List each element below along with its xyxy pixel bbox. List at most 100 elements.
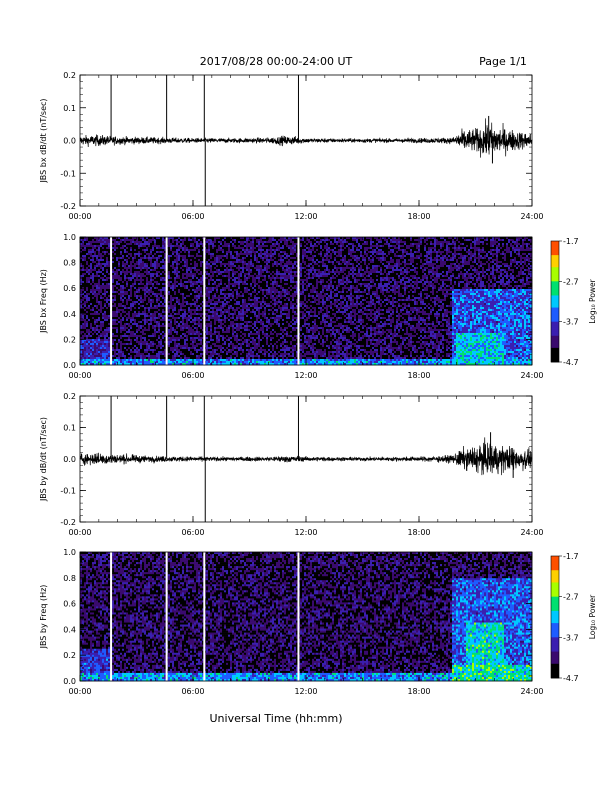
spectrogram-cell (444, 251, 446, 253)
spectrogram-cell (260, 253, 262, 255)
spectrogram-cell (342, 247, 344, 249)
spectrogram-cell (350, 241, 352, 243)
spectrogram-cell (194, 251, 196, 253)
spectrogram-cell (446, 255, 448, 257)
spectrogram-cell (160, 241, 162, 243)
spectrogram-cell (492, 251, 494, 253)
spectrogram-cell (334, 245, 336, 247)
spectrogram-cell (326, 239, 328, 241)
spectrogram-cell (402, 251, 404, 253)
spectrogram-cell (504, 251, 506, 253)
spectrogram-cell (208, 251, 210, 253)
spectrogram-cell (528, 239, 530, 241)
spectrogram-cell (408, 239, 410, 241)
spectrogram-cell (396, 245, 398, 247)
spectrogram-cell (472, 253, 474, 255)
spectrogram-cell (286, 245, 288, 247)
spectrogram-cell (142, 245, 144, 247)
spectrogram-cell (150, 245, 152, 247)
spectrogram-cell (146, 249, 148, 251)
spectrogram-cell (214, 251, 216, 253)
spectrogram-cell (322, 249, 324, 251)
spectrogram-cell (504, 247, 506, 249)
spectrogram-cell (84, 239, 86, 241)
spectrogram-cell (244, 253, 246, 255)
spectrogram-cell (254, 251, 256, 253)
spectrogram-cell (516, 241, 518, 243)
spectrogram-cell (344, 239, 346, 241)
spectrogram-cell (236, 253, 238, 255)
y-tick-label: 0.1 (63, 104, 76, 113)
spectrogram-cell (404, 251, 406, 253)
spectrogram-cell (312, 249, 314, 251)
spectrogram-cell (486, 241, 488, 243)
spectrogram-cell (126, 243, 128, 245)
spectrogram-cell (316, 249, 318, 251)
spectrogram-cell (116, 253, 118, 255)
spectrogram-cell (98, 247, 100, 249)
spectrogram-cell (248, 239, 250, 241)
spectrogram-cell (490, 255, 492, 257)
spectrogram-cell (424, 243, 426, 245)
spectrogram-cell (446, 239, 448, 241)
spectrogram-cell (92, 249, 94, 251)
spectrogram-cell (106, 257, 108, 259)
spectrogram-cell (198, 249, 200, 251)
spectrogram-cell (196, 239, 198, 241)
spectrogram-cell (258, 245, 260, 247)
spectrogram-cell (106, 239, 108, 241)
spectrogram-cell (488, 253, 490, 255)
spectrogram-cell (138, 253, 140, 255)
spectrogram-cell (458, 247, 460, 249)
spectrogram-cell (436, 249, 438, 251)
spectrogram-cell (406, 243, 408, 245)
spectrogram-cell (102, 247, 104, 249)
spectrogram-cell (190, 245, 192, 247)
spectrogram-cell (248, 249, 250, 251)
spectrogram-cell (290, 255, 292, 257)
spectrogram-cell (508, 249, 510, 251)
spectrogram-cell (310, 247, 312, 249)
spectrogram-cell (318, 247, 320, 249)
spectrogram-cell (224, 251, 226, 253)
spectrogram-cell (216, 249, 218, 251)
spectrogram-cell (156, 253, 158, 255)
spectrogram-cell (82, 255, 84, 257)
spectrogram-cell (428, 245, 430, 247)
spectrogram-cell (260, 245, 262, 247)
spectrogram-cell (454, 249, 456, 251)
spectrogram-cell (172, 247, 174, 249)
spectrogram-cell (252, 249, 254, 251)
spectrogram-cell (426, 241, 428, 243)
spectrogram-cell (350, 251, 352, 253)
spectrogram-cell (426, 243, 428, 245)
spectrogram-cell (418, 253, 420, 255)
spectrogram-cell (368, 239, 370, 241)
spectrogram-cell (526, 249, 528, 251)
spectrogram-cell (162, 255, 164, 257)
spectrogram-cell (306, 243, 308, 245)
spectrogram-cell (136, 257, 138, 259)
spectrogram-cell (182, 243, 184, 245)
spectrogram-cell (272, 239, 274, 241)
spectrogram-cell (184, 241, 186, 243)
spectrogram-cell (428, 243, 430, 245)
spectrogram-cell (414, 253, 416, 255)
spectrogram-cell (182, 247, 184, 249)
spectrogram-cell (490, 253, 492, 255)
spectrogram-cell (458, 245, 460, 247)
spectrogram-cell (322, 255, 324, 257)
spectrogram-cell (334, 247, 336, 249)
spectrogram-cell (346, 247, 348, 249)
spectrogram-cell (476, 243, 478, 245)
spectrogram-cell (98, 243, 100, 245)
spectrogram-cell (390, 253, 392, 255)
spectrogram-cell (228, 239, 230, 241)
spectrogram-cell (338, 255, 340, 257)
spectrogram-cell (208, 249, 210, 251)
spectrogram-cell (432, 243, 434, 245)
spectrogram-cell (384, 245, 386, 247)
spectrogram-cell (122, 257, 124, 259)
spectrogram-cell (418, 249, 420, 251)
spectrogram-cell (280, 255, 282, 257)
